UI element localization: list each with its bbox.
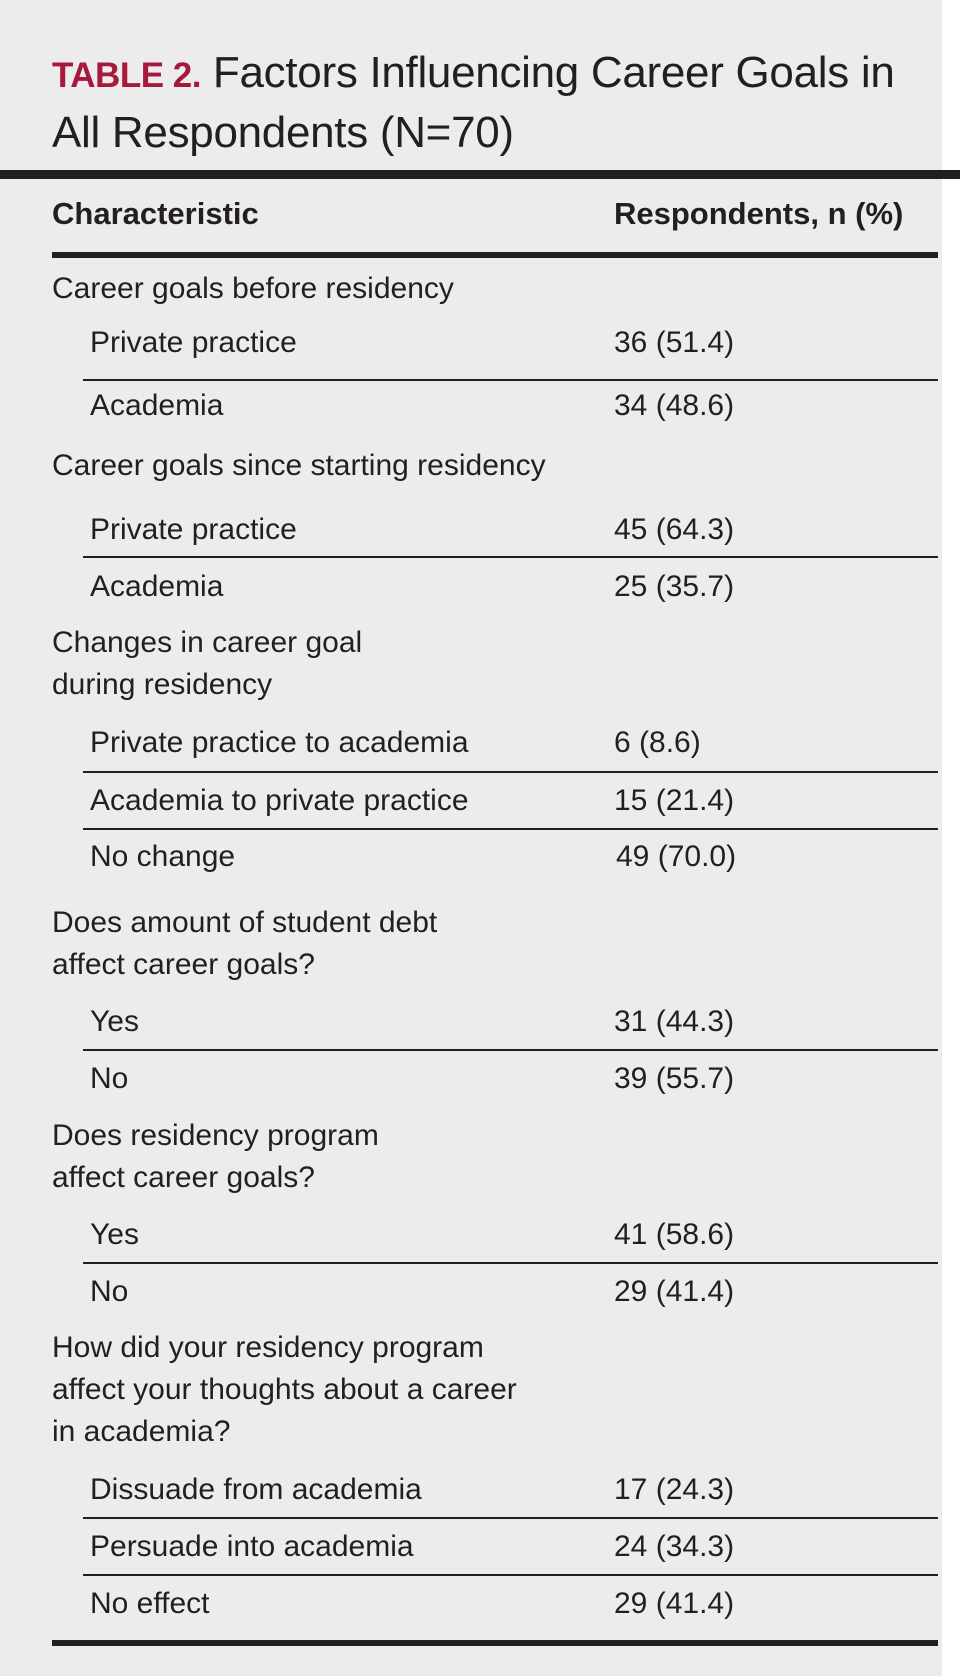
row-value: 17 (24.3) <box>614 1473 735 1506</box>
row-value: 15 (21.4) <box>614 784 735 817</box>
section-heading: Does amount of student debt affect caree… <box>52 906 438 981</box>
header-rule <box>52 252 938 258</box>
row-label: No change <box>90 840 236 873</box>
bottom-rule <box>52 1640 938 1646</box>
row-label: No <box>90 1062 129 1095</box>
row-value: 25 (35.7) <box>614 570 735 603</box>
column-header-respondents: Respondents, n (%) <box>614 196 904 231</box>
row-value: 31 (44.3) <box>614 1005 735 1038</box>
row-label: No <box>90 1275 129 1308</box>
row-label: Private practice <box>90 513 297 546</box>
row-label: Academia <box>90 389 224 422</box>
row-divider <box>83 1262 938 1264</box>
table-title-text: Factors Influencing Career Goals in All … <box>52 48 895 157</box>
row-divider <box>83 556 938 558</box>
title-rule <box>0 170 960 179</box>
column-header-characteristic: Characteristic <box>52 196 259 231</box>
row-label: Persuade into academia <box>90 1530 414 1563</box>
row-value: 34 (48.6) <box>614 389 735 422</box>
row-value: 39 (55.7) <box>614 1062 735 1095</box>
row-value: 49 (70.0) <box>616 840 737 873</box>
row-label: Academia to private practice <box>90 784 469 817</box>
row-label: Dissuade from academia <box>90 1473 422 1506</box>
row-label: Academia <box>90 570 224 603</box>
row-value: 45 (64.3) <box>614 513 735 546</box>
row-label: Yes <box>90 1005 139 1038</box>
row-divider <box>83 1049 938 1051</box>
row-label: No effect <box>90 1587 210 1620</box>
row-divider <box>83 771 938 773</box>
row-label: Private practice to academia <box>90 726 469 759</box>
section-heading: Changes in career goal during residency <box>52 626 363 701</box>
row-value: 36 (51.4) <box>614 326 735 359</box>
row-value: 29 (41.4) <box>614 1275 735 1308</box>
section-heading: Career goals since starting residency <box>52 449 546 482</box>
row-divider <box>83 379 938 381</box>
table-title: TABLE 2. Factors Influencing Career Goal… <box>52 44 912 161</box>
page-edge <box>942 0 960 1676</box>
row-divider <box>83 1517 938 1519</box>
row-value: 41 (58.6) <box>614 1218 735 1251</box>
row-value: 6 (8.6) <box>614 726 701 759</box>
table-number: TABLE 2. <box>52 56 201 95</box>
section-heading: How did your residency program affect yo… <box>52 1331 517 1448</box>
row-divider <box>83 1574 938 1576</box>
row-divider <box>83 828 938 830</box>
section-heading: Career goals before residency <box>52 272 454 305</box>
row-label: Private practice <box>90 326 297 359</box>
row-value: 24 (34.3) <box>614 1530 735 1563</box>
section-heading: Does residency program affect career goa… <box>52 1119 379 1194</box>
row-label: Yes <box>90 1218 139 1251</box>
row-value: 29 (41.4) <box>614 1587 735 1620</box>
